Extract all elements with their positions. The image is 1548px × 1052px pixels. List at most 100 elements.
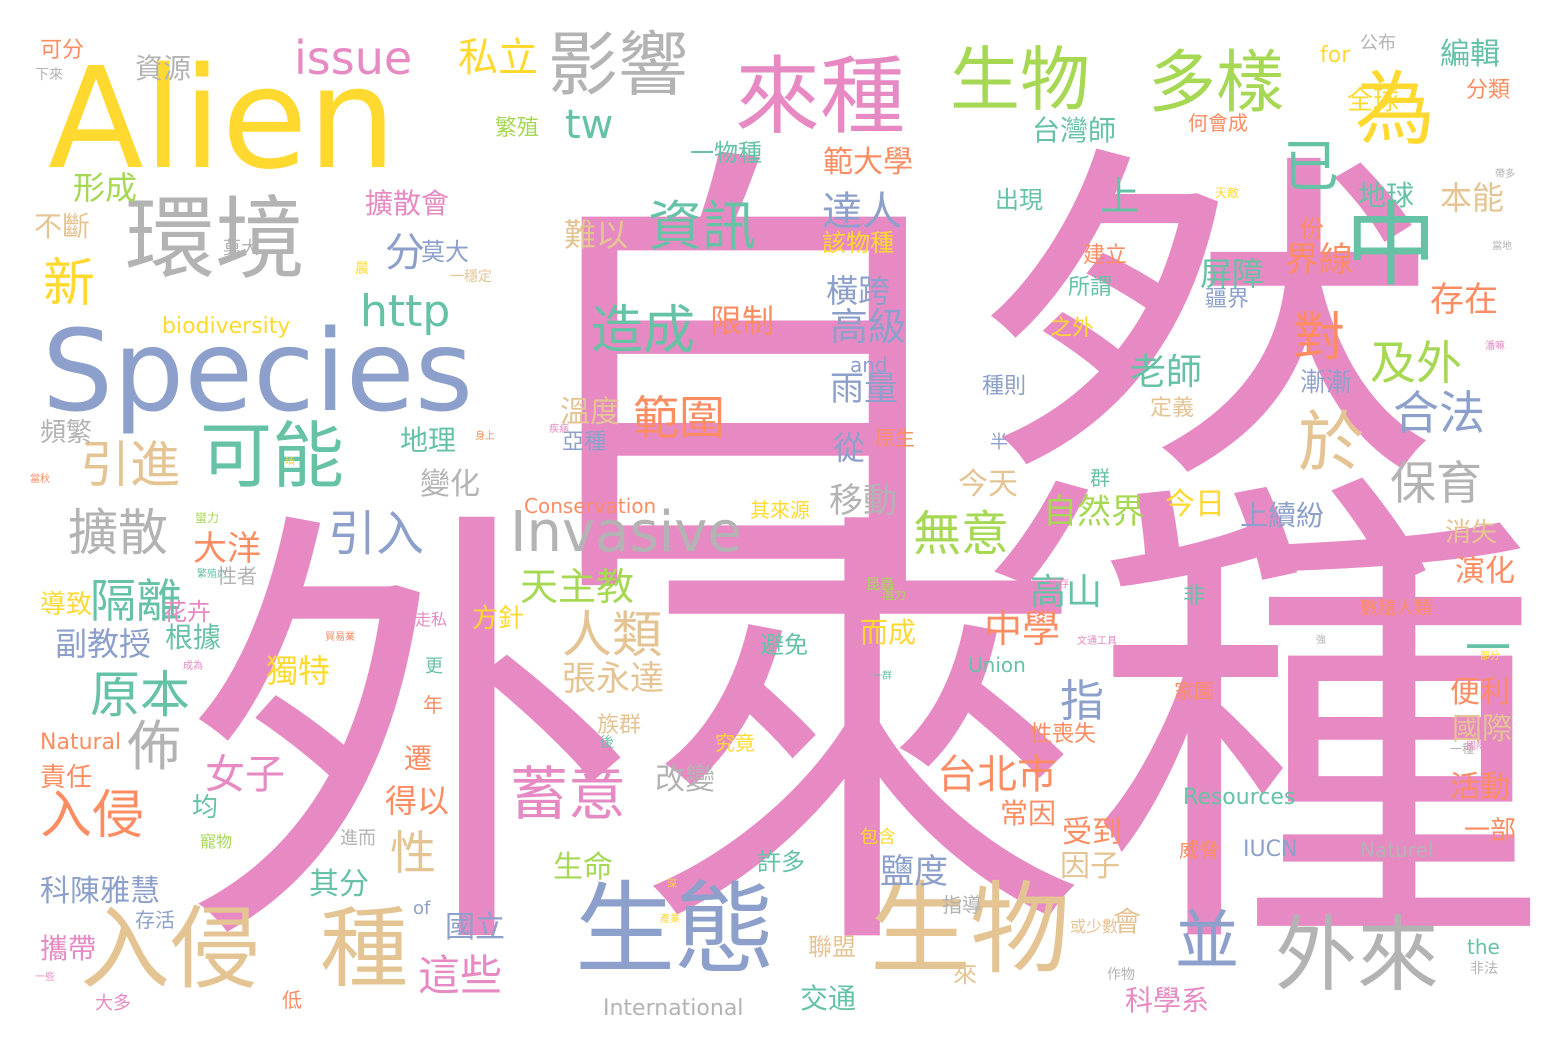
word-cloud-word: 疆界: [1205, 287, 1250, 312]
word-cloud-word: 寵物: [200, 832, 233, 851]
word-cloud-word: 範圍: [633, 391, 725, 445]
word-cloud-word: 或少數: [1070, 917, 1119, 936]
word-cloud-word: 屏障: [1200, 255, 1265, 293]
word-cloud-word: 資訊: [648, 195, 756, 258]
word-cloud-word: 走私: [415, 610, 448, 629]
word-cloud-word: 自然: [505, 111, 1445, 658]
word-cloud-word: 所謂: [1068, 275, 1113, 300]
word-cloud-word: 生物: [950, 39, 1090, 121]
word-cloud-word: 莫大: [421, 238, 469, 266]
word-cloud-word: 高級: [830, 305, 907, 349]
word-cloud-word: 當地: [1492, 241, 1512, 252]
word-cloud-word: 定義: [1150, 396, 1195, 421]
word-cloud-word: 該物種: [822, 229, 894, 257]
word-cloud-word: of: [413, 898, 431, 919]
word-cloud-word: 均: [192, 793, 219, 823]
word-cloud-word: 來: [953, 960, 977, 988]
word-cloud-word: 消失: [1445, 518, 1498, 548]
word-cloud-word: 環境: [125, 187, 305, 292]
word-cloud-word: 身上: [475, 431, 495, 442]
word-cloud-word: 國立: [445, 910, 505, 945]
word-cloud-word: 上續紛: [1240, 499, 1325, 532]
word-cloud-word: 花卉: [163, 598, 211, 626]
word-cloud-word: 演化: [1455, 554, 1515, 589]
word-cloud-word: 種: [320, 897, 409, 1000]
word-cloud-word: Alien: [48, 38, 397, 201]
word-cloud-word: 得以: [385, 782, 450, 820]
word-cloud-word: 引入: [328, 506, 425, 562]
word-cloud-word: 指: [1060, 676, 1104, 727]
word-cloud-word: 界線: [1285, 240, 1353, 280]
word-cloud-word: 出現: [995, 186, 1043, 214]
word-cloud-word: 包含: [860, 827, 896, 848]
word-cloud-word: 存活: [135, 908, 175, 932]
word-cloud-word: 不斷: [34, 210, 91, 243]
word-cloud-word: 當秋: [30, 474, 50, 485]
word-cloud-word: 許多: [757, 848, 805, 876]
word-cloud-word: 病原: [770, 424, 795, 438]
word-cloud-word: 進而: [340, 828, 376, 849]
word-cloud-word: 攜帶: [40, 932, 97, 965]
word-cloud-word: 後: [600, 735, 614, 751]
word-cloud-word: 低: [282, 988, 302, 1012]
word-cloud-word: 今天: [958, 467, 1018, 502]
word-cloud-word: 究竟: [715, 731, 755, 755]
word-cloud-word: 群: [1090, 466, 1110, 490]
word-cloud-word: 非法: [1470, 961, 1498, 977]
word-cloud-word: 於: [1298, 404, 1364, 481]
word-cloud-word: 資源: [135, 52, 192, 85]
word-cloud-word: 這些: [418, 951, 503, 1000]
word-cloud-word: 擴散: [68, 504, 168, 562]
word-cloud-word: 方針: [472, 604, 525, 634]
word-cloud-word: 溫度: [560, 395, 620, 430]
word-cloud-word: 族群: [597, 713, 642, 738]
word-cloud-word: 原生: [875, 426, 915, 450]
word-cloud-word: 雨量: [830, 369, 898, 409]
word-cloud-word: 因子: [1060, 849, 1120, 884]
word-cloud-word: 半: [990, 432, 1008, 453]
word-cloud-word: 一部: [1464, 816, 1517, 846]
word-cloud-word: 疾病: [549, 424, 569, 435]
word-cloud-word: 亞種: [562, 430, 607, 455]
word-cloud-word: 活動: [1450, 770, 1510, 805]
word-cloud-word: 下來: [35, 67, 63, 83]
word-cloud-word: 為: [1355, 63, 1435, 156]
word-cloud-word: 國際: [1452, 712, 1512, 747]
word-cloud-word: 入侵: [40, 786, 145, 846]
word-cloud-word: 會: [1113, 905, 1142, 938]
word-cloud-word: Union: [968, 653, 1026, 677]
word-cloud-word: 中: [1345, 192, 1438, 299]
word-cloud-word: 莫大: [223, 238, 259, 259]
word-cloud-word: 來種: [735, 48, 906, 147]
word-cloud-word: 根據: [165, 621, 222, 654]
word-cloud-word: tw: [565, 102, 614, 148]
word-cloud-word: 受到: [1062, 815, 1122, 850]
word-cloud-word: 常因: [1000, 797, 1057, 830]
word-cloud-word: 鹽度: [880, 852, 948, 892]
word-cloud-word: 台灣師: [1032, 114, 1117, 147]
word-cloud-word: 人類: [562, 606, 662, 664]
word-cloud-word: 交通: [800, 982, 857, 1015]
word-cloud-word: 張永達: [562, 659, 664, 699]
word-cloud-word: 分類: [1466, 78, 1511, 103]
word-cloud-word: 科陳雅慧: [40, 874, 160, 909]
word-cloud-word: 達人: [822, 189, 902, 235]
word-cloud-word: 漸漸: [1300, 368, 1353, 398]
word-cloud-word: Invasive: [510, 500, 742, 565]
word-cloud-word: 橫跨: [826, 272, 891, 310]
word-cloud-word: 原本: [90, 666, 190, 724]
word-cloud-word: the: [1467, 935, 1500, 959]
word-cloud-word: 變化: [420, 467, 480, 502]
word-cloud-word: 本能: [1440, 179, 1505, 217]
word-cloud-word: 引進: [80, 436, 180, 494]
word-cloud-word: 台北市: [937, 752, 1057, 798]
word-cloud-word: 性: [390, 826, 436, 880]
word-cloud-word: 高山: [1030, 572, 1103, 613]
word-cloud-word: 自然界: [1043, 492, 1145, 532]
word-cloud-word: 分: [385, 230, 425, 276]
word-cloud-word: 種則: [982, 374, 1027, 399]
word-cloud-word: 上: [1100, 174, 1140, 220]
word-cloud-word: Resources: [1183, 785, 1296, 810]
word-cloud-word: 貿易業: [325, 632, 355, 643]
word-cloud-word: 昆蟲: [866, 577, 894, 593]
